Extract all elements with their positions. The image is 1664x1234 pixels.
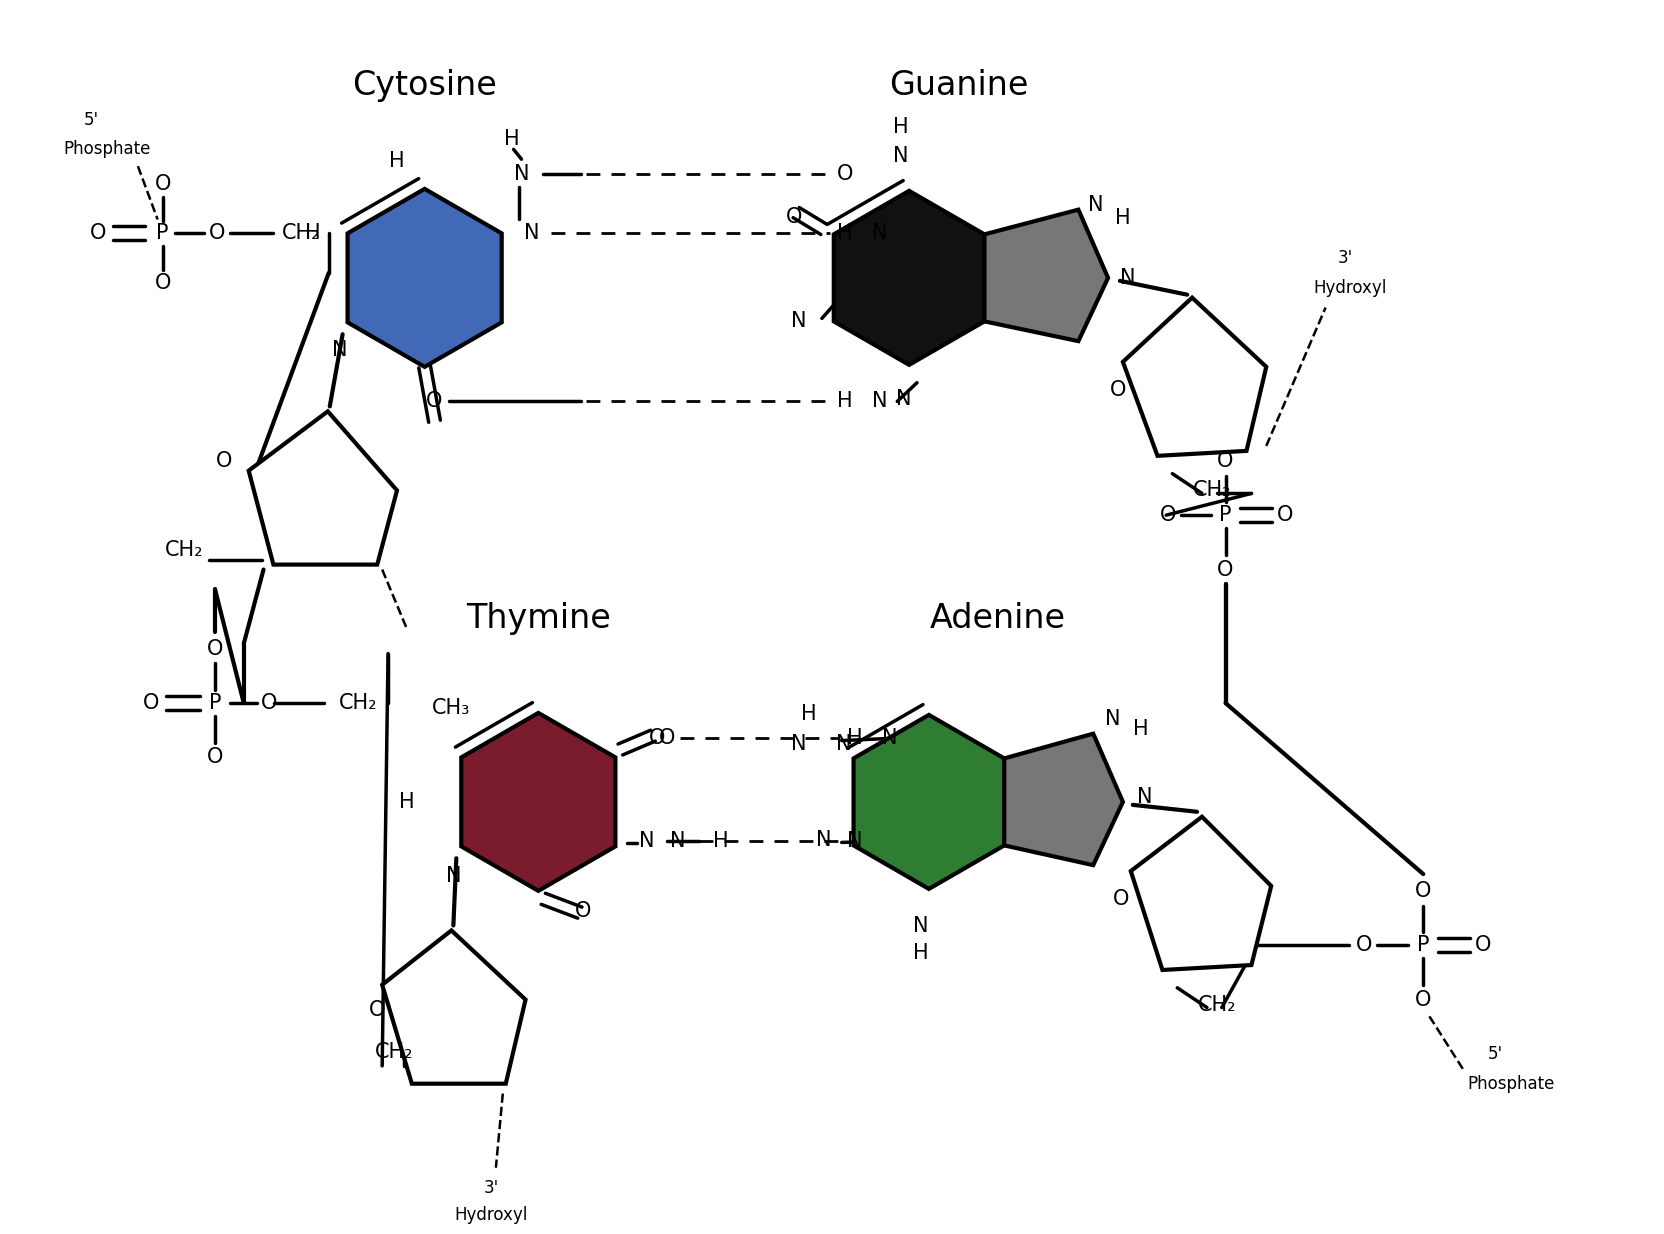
Polygon shape	[985, 210, 1108, 341]
Text: N: N	[524, 223, 539, 243]
Polygon shape	[834, 191, 985, 365]
Text: H: H	[389, 152, 404, 172]
Text: N: N	[792, 311, 807, 332]
Text: N: N	[1137, 787, 1153, 807]
Text: P: P	[1220, 505, 1231, 526]
Text: O: O	[1356, 935, 1373, 955]
Text: H: H	[894, 116, 909, 137]
Text: N: N	[1105, 708, 1122, 729]
Text: O: O	[649, 728, 666, 748]
Text: Hydroxyl: Hydroxyl	[454, 1206, 527, 1224]
Text: 3': 3'	[1338, 249, 1353, 267]
Text: P: P	[1418, 935, 1429, 955]
Text: 3': 3'	[483, 1178, 499, 1197]
Text: Phosphate: Phosphate	[1468, 1075, 1556, 1092]
Text: O: O	[1218, 450, 1233, 471]
Polygon shape	[1005, 734, 1123, 865]
Text: CH₂: CH₂	[281, 223, 321, 243]
Text: O: O	[155, 174, 171, 194]
Polygon shape	[461, 713, 616, 891]
Polygon shape	[1123, 297, 1266, 455]
Text: O: O	[1414, 990, 1431, 1009]
Text: N: N	[894, 147, 909, 167]
Text: N: N	[872, 223, 887, 243]
Polygon shape	[248, 411, 398, 565]
Text: N: N	[639, 832, 656, 851]
Text: H: H	[305, 223, 321, 243]
Text: N: N	[897, 390, 912, 410]
Text: O: O	[1276, 505, 1293, 526]
Text: O: O	[206, 639, 223, 659]
Text: O: O	[206, 748, 223, 768]
Text: N: N	[914, 917, 929, 937]
Text: CH₃: CH₃	[433, 698, 471, 718]
Text: O: O	[208, 223, 225, 243]
Text: P: P	[208, 694, 221, 713]
Text: N: N	[835, 733, 852, 754]
Text: O: O	[574, 901, 591, 921]
Text: O: O	[1113, 888, 1130, 908]
Text: N: N	[331, 341, 348, 360]
Text: O: O	[785, 206, 802, 227]
Text: O: O	[261, 694, 278, 713]
Text: O: O	[1110, 380, 1127, 400]
Text: H: H	[504, 130, 519, 149]
Text: O: O	[1160, 505, 1176, 526]
Text: Phosphate: Phosphate	[63, 141, 151, 158]
Text: H: H	[1133, 718, 1148, 739]
Text: CH₂: CH₂	[1193, 480, 1231, 501]
Text: N: N	[1088, 195, 1103, 215]
Text: O: O	[369, 1000, 386, 1019]
Text: CH₂: CH₂	[374, 1041, 413, 1062]
Text: N: N	[671, 832, 686, 851]
Text: 5': 5'	[1488, 1045, 1503, 1062]
Text: O: O	[216, 450, 233, 471]
Text: O: O	[659, 728, 676, 748]
Text: O: O	[155, 273, 171, 292]
Text: CH₂: CH₂	[165, 539, 203, 560]
Text: N: N	[872, 391, 887, 411]
Polygon shape	[348, 189, 503, 366]
Text: H: H	[847, 728, 862, 748]
Polygon shape	[383, 930, 526, 1083]
Text: H: H	[1115, 207, 1132, 227]
Text: N: N	[514, 164, 529, 184]
Text: O: O	[1414, 881, 1431, 901]
Text: CH₂: CH₂	[1198, 995, 1236, 1014]
Text: N: N	[792, 733, 807, 754]
Text: N: N	[882, 728, 897, 748]
Text: Cytosine: Cytosine	[353, 69, 498, 101]
Text: O: O	[143, 694, 160, 713]
Text: Hydroxyl: Hydroxyl	[1313, 279, 1388, 296]
Text: N: N	[446, 866, 461, 886]
Text: H: H	[714, 832, 729, 851]
Text: O: O	[90, 223, 106, 243]
Text: O: O	[1218, 559, 1233, 580]
Text: P: P	[156, 223, 168, 243]
Text: N: N	[815, 830, 832, 850]
Text: O: O	[837, 164, 854, 184]
Text: Guanine: Guanine	[889, 69, 1028, 101]
Polygon shape	[854, 714, 1005, 888]
Text: H: H	[837, 223, 852, 243]
Text: Adenine: Adenine	[930, 602, 1067, 636]
Text: H: H	[802, 703, 817, 724]
Text: N: N	[847, 832, 862, 851]
Text: Thymine: Thymine	[466, 602, 611, 636]
Text: 5': 5'	[83, 111, 98, 128]
Text: O: O	[426, 391, 443, 411]
Text: O: O	[1474, 935, 1491, 955]
Text: CH₂: CH₂	[339, 694, 378, 713]
Text: H: H	[837, 391, 852, 411]
Polygon shape	[1132, 817, 1271, 970]
Text: H: H	[914, 943, 929, 964]
Text: H: H	[399, 792, 414, 812]
Text: N: N	[1120, 268, 1135, 288]
